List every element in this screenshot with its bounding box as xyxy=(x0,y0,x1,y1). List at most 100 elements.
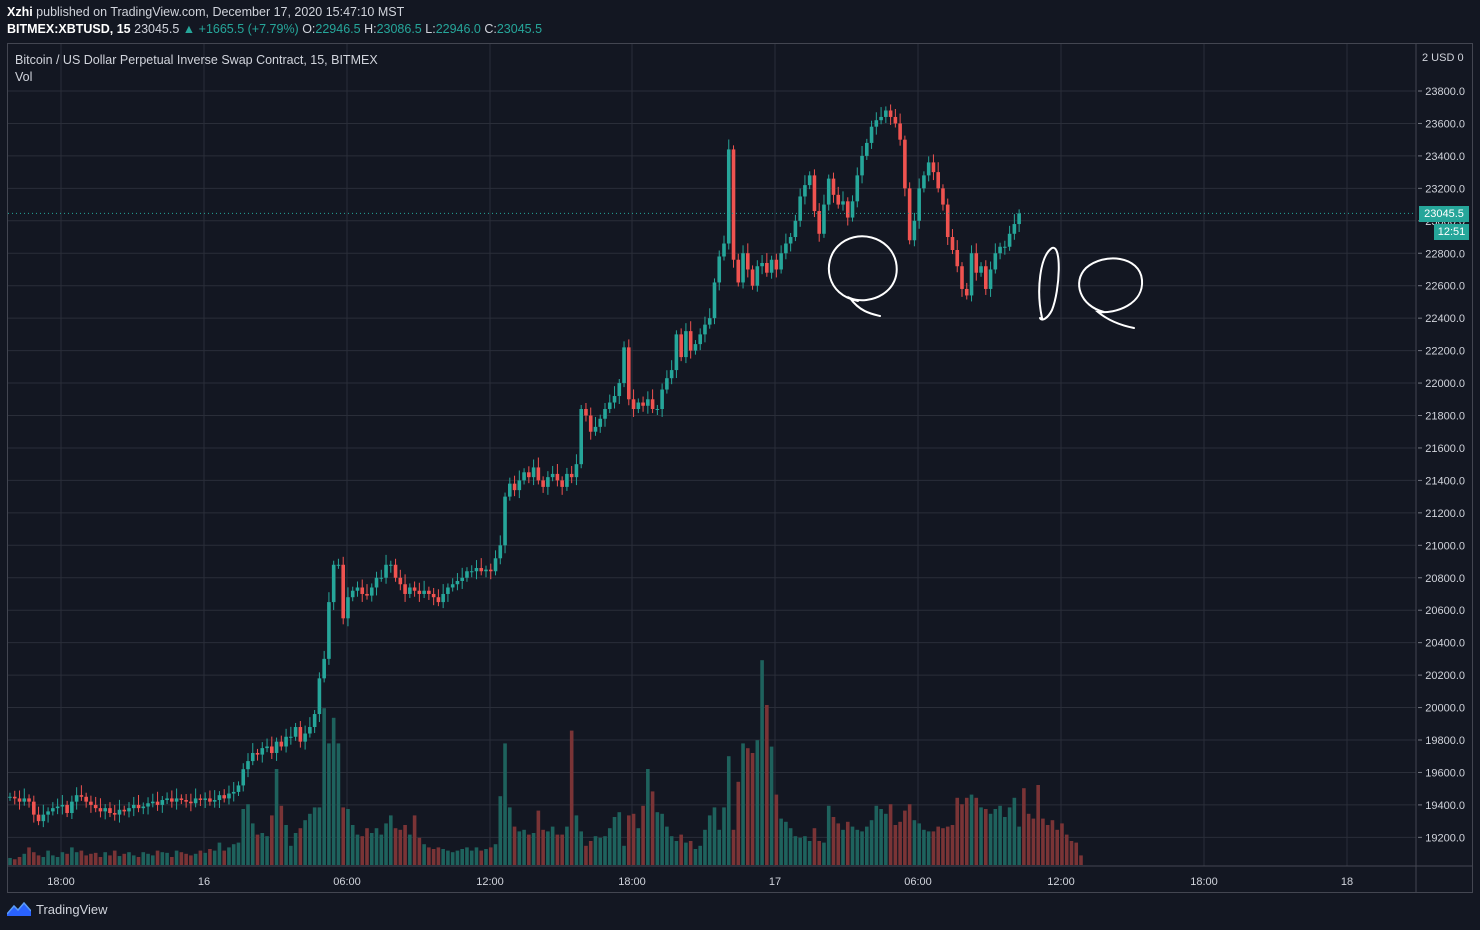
volume-bar xyxy=(822,842,826,865)
volume-bar xyxy=(974,797,979,865)
candle-body xyxy=(170,798,174,802)
volume-bar xyxy=(389,815,393,865)
candle-body xyxy=(55,806,60,809)
volume-bar xyxy=(460,849,464,865)
volume-bar xyxy=(503,743,507,865)
volume-bar xyxy=(289,845,293,865)
candle-body xyxy=(750,269,755,286)
candle-body xyxy=(726,149,731,244)
volume-bar xyxy=(231,844,236,865)
candle-body xyxy=(341,564,345,619)
volume-bar xyxy=(8,857,12,865)
volume-bar xyxy=(293,833,298,865)
volume-bar xyxy=(60,852,65,865)
volume-bar xyxy=(270,815,274,865)
candle-body xyxy=(398,577,403,585)
candle-body xyxy=(646,399,650,406)
volume-bar xyxy=(384,823,388,865)
candle-body xyxy=(760,262,764,267)
candle-body xyxy=(955,250,960,267)
y-tick-label: 23600.0 xyxy=(1425,118,1465,130)
symbol-code: BITMEX:XBTUSD, 15 xyxy=(7,22,131,36)
price-scale-unit[interactable]: 2 USD 0 xyxy=(1422,52,1464,64)
candle-body xyxy=(960,266,964,289)
volume-bar xyxy=(160,852,165,865)
candle-body xyxy=(522,472,526,481)
candle-body xyxy=(974,253,979,273)
volume-bar xyxy=(284,825,288,865)
volume-bar xyxy=(1045,825,1050,865)
candle-body xyxy=(912,220,917,241)
candle-body xyxy=(722,243,726,257)
y-tick-label: 19200.0 xyxy=(1425,832,1465,844)
volume-bar xyxy=(693,849,698,865)
volume-bar xyxy=(446,850,450,865)
candle-body xyxy=(1007,233,1012,247)
candle-body xyxy=(441,593,445,603)
candle-body xyxy=(41,814,46,822)
candle-body xyxy=(436,597,441,603)
candle-body xyxy=(279,741,284,747)
y-tick-label: 23200.0 xyxy=(1425,183,1465,195)
candle-body xyxy=(964,288,969,296)
chart-panel[interactable] xyxy=(7,43,1473,893)
candle-body xyxy=(869,126,874,143)
candle-body xyxy=(903,139,907,189)
candle-body xyxy=(674,334,679,371)
candle-body xyxy=(51,808,55,812)
candle-body xyxy=(488,569,493,572)
volume-bar xyxy=(698,845,702,865)
candle-body xyxy=(707,318,712,325)
volume-bar xyxy=(874,805,879,865)
candle-body xyxy=(550,473,555,478)
y-tick-label: 22200.0 xyxy=(1425,346,1465,358)
candle-body xyxy=(536,467,541,481)
volume-bar xyxy=(298,828,303,865)
volume-bar xyxy=(674,841,679,865)
x-tick-label: 18:00 xyxy=(618,876,646,888)
candle-body xyxy=(612,396,617,403)
candle-body xyxy=(336,564,341,566)
brand-name: TradingView xyxy=(36,902,108,917)
candle-body xyxy=(855,175,860,202)
volume-bar xyxy=(488,847,493,865)
close-value: 23045.5 xyxy=(496,22,543,36)
candle-body xyxy=(893,116,898,124)
volume-bar xyxy=(998,805,1002,865)
y-tick-label: 22600.0 xyxy=(1425,281,1465,293)
drawn-loop-middle xyxy=(1038,246,1060,321)
candle-body xyxy=(27,798,31,802)
volume-bar xyxy=(317,807,322,865)
volume-bar xyxy=(89,853,93,865)
volume-bar xyxy=(907,804,912,865)
candle-body xyxy=(22,798,27,802)
volume-bar xyxy=(945,826,950,865)
volume-legend[interactable]: Vol xyxy=(15,70,33,84)
y-tick-label: 19800.0 xyxy=(1425,735,1465,747)
candle-body xyxy=(284,736,288,747)
volume-bar xyxy=(765,705,769,865)
volume-bar xyxy=(465,847,469,865)
candle-body xyxy=(212,800,217,802)
volume-bar xyxy=(607,828,612,865)
volume-bar xyxy=(688,841,693,865)
x-tick-label: 06:00 xyxy=(904,876,932,888)
candle-body xyxy=(969,253,974,296)
volume-bar xyxy=(650,791,655,865)
volume-bar xyxy=(717,829,722,865)
volume-bar xyxy=(484,849,488,865)
candle-body xyxy=(146,803,150,807)
volume-bar xyxy=(350,825,355,865)
author-name[interactable]: Xzhi xyxy=(7,5,33,19)
candle-body xyxy=(598,418,603,427)
tradingview-brand[interactable]: TradingView xyxy=(6,901,108,919)
candle-body xyxy=(89,801,93,805)
volume-bar xyxy=(22,853,27,865)
symbol-legend[interactable]: Bitcoin / US Dollar Perpetual Inverse Sw… xyxy=(15,53,378,67)
candle-body xyxy=(860,155,864,176)
candle-body xyxy=(641,402,645,406)
candle-body xyxy=(765,262,769,273)
candle-body xyxy=(574,464,579,478)
volume-bar xyxy=(1041,818,1045,865)
